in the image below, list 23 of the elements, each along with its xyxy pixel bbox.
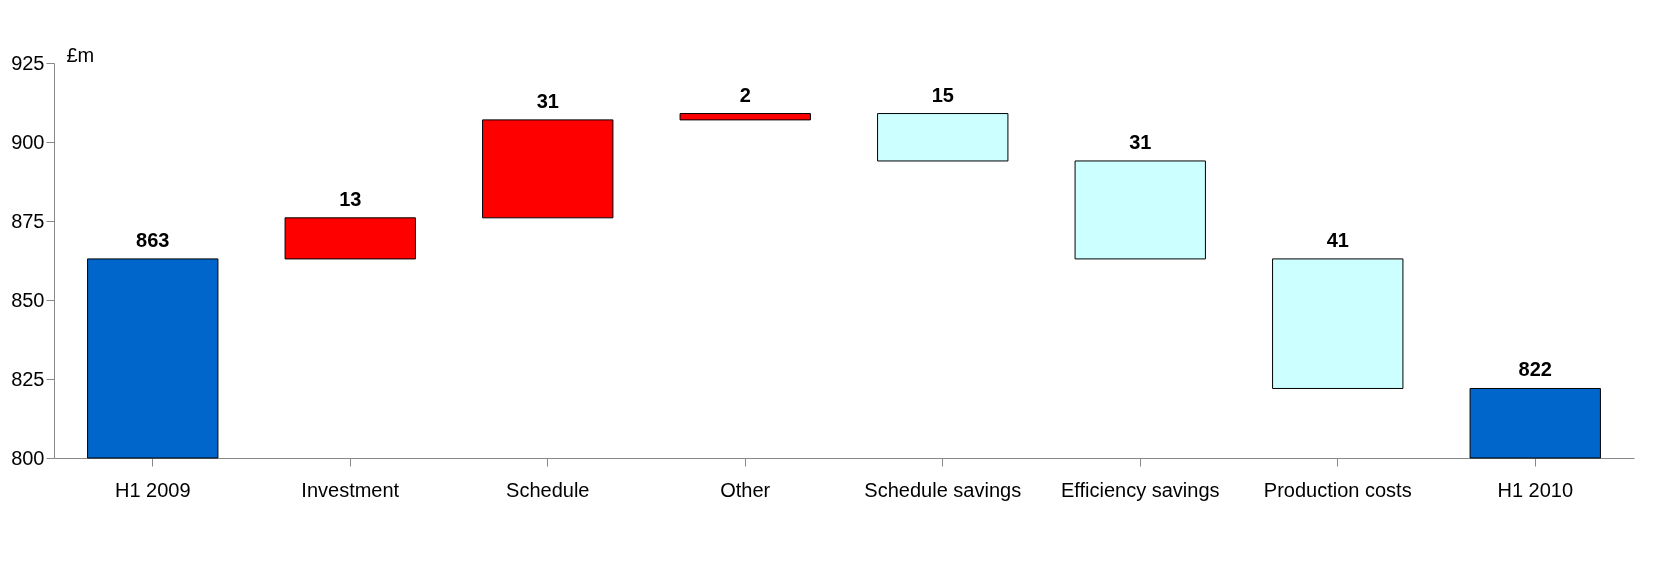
- x-tick-label: Other: [720, 478, 771, 501]
- data-label: 822: [1518, 358, 1552, 381]
- data-label: 863: [136, 228, 170, 251]
- y-tick-label: 800: [11, 446, 45, 469]
- data-label: 15: [931, 83, 954, 106]
- y-axis-title: £m: [66, 43, 95, 66]
- x-tick-label: Schedule savings: [864, 478, 1022, 501]
- x-tick-label: H1 2009: [114, 478, 191, 501]
- data-label: 31: [1129, 130, 1152, 153]
- y-tick-label: 875: [11, 209, 45, 232]
- y-tick-label: 850: [11, 288, 45, 311]
- x-tick-label: Investment: [301, 478, 400, 501]
- data-label: 13: [339, 187, 362, 210]
- x-tick-label: Efficiency savings: [1060, 478, 1220, 501]
- x-tick-label: Production costs: [1263, 478, 1412, 501]
- data-label: 41: [1326, 228, 1349, 251]
- data-label: 2: [739, 83, 751, 106]
- y-tick-label: 900: [11, 130, 45, 153]
- data-label: 31: [536, 89, 559, 112]
- y-tick-label: 925: [11, 51, 45, 74]
- x-tick-label: H1 2010: [1497, 478, 1574, 501]
- y-tick-label: 825: [11, 367, 45, 390]
- x-tick-label: Schedule: [506, 478, 590, 501]
